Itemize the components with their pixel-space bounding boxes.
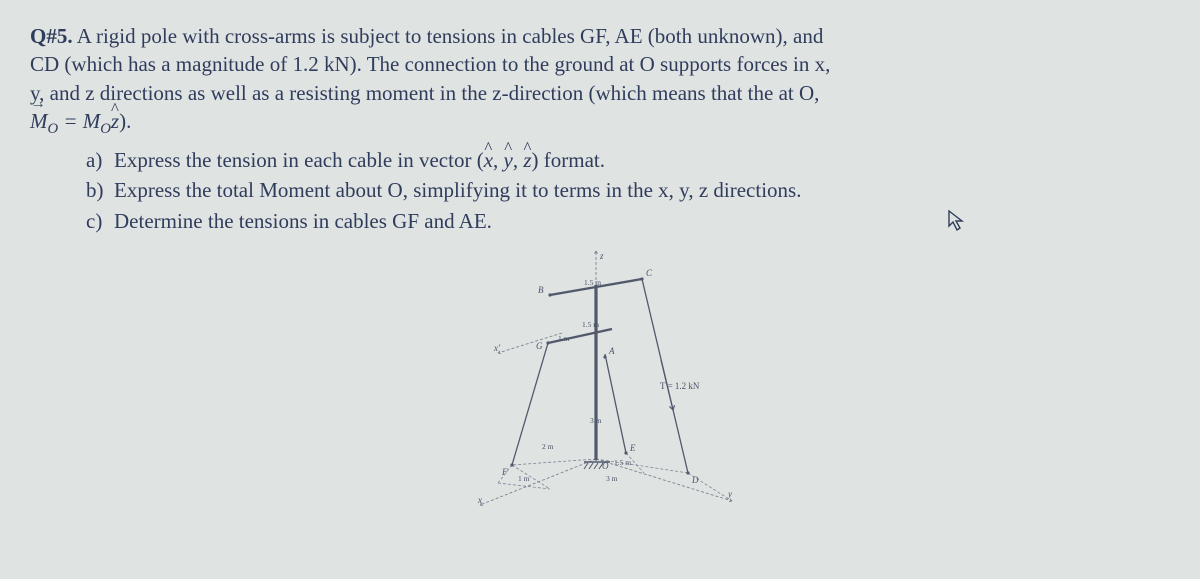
pole-figure: zyxx'T = 1.2 kNOABCGFED1.5 m1.5 m1 m3 m1…	[450, 249, 750, 509]
part-b-text: Express the total Moment about O, simpli…	[114, 176, 801, 204]
svg-text:E: E	[629, 443, 636, 453]
svg-text:1.5 m: 1.5 m	[584, 278, 601, 287]
svg-text:3 m: 3 m	[606, 474, 618, 483]
svg-text:B: B	[538, 285, 544, 295]
svg-text:D: D	[691, 475, 699, 485]
part-c-label: c)	[86, 207, 114, 235]
question-line-1: A rigid pole with cross-arms is subject …	[77, 24, 824, 48]
figure-container: zyxx'T = 1.2 kNOABCGFED1.5 m1.5 m1 m3 m1…	[30, 249, 1170, 509]
svg-text:1 m: 1 m	[558, 334, 570, 343]
svg-text:T = 1.2 kN: T = 1.2 kN	[660, 381, 700, 391]
question-tag: Q#5.	[30, 24, 73, 48]
part-c: c) Determine the tensions in cables GF a…	[86, 207, 1170, 235]
svg-text:1.5 m: 1.5 m	[582, 320, 599, 329]
svg-text:A: A	[608, 346, 615, 356]
svg-text:1 m: 1 m	[518, 474, 530, 483]
svg-text:y: y	[727, 489, 732, 499]
part-c-text: Determine the tensions in cables GF and …	[114, 207, 492, 235]
question-body: Q#5. A rigid pole with cross-arms is sub…	[30, 22, 1170, 140]
moment-equation: MO = MOz	[30, 109, 119, 133]
part-a: a) Express the tension in each cable in …	[86, 146, 1170, 174]
part-a-label: a)	[86, 146, 114, 174]
problem-page: Q#5. A rigid pole with cross-arms is sub…	[0, 0, 1200, 509]
question-line-3: y, and z directions as well as a resisti…	[30, 81, 819, 105]
part-b: b) Express the total Moment about O, sim…	[86, 176, 1170, 204]
svg-text:1.5 m: 1.5 m	[614, 458, 631, 467]
svg-text:x': x'	[493, 343, 501, 353]
part-b-label: b)	[86, 176, 114, 204]
svg-text:z: z	[599, 251, 604, 261]
question-line-2: CD (which has a magnitude of 1.2 kN). Th…	[30, 52, 830, 76]
parts-list: a) Express the tension in each cable in …	[30, 146, 1170, 235]
svg-text:x: x	[477, 495, 482, 505]
part-a-text: Express the tension in each cable in vec…	[114, 146, 605, 174]
svg-text:F: F	[501, 467, 508, 477]
svg-text:C: C	[646, 268, 653, 278]
svg-text:2 m: 2 m	[542, 442, 554, 451]
svg-text:3 m: 3 m	[590, 416, 602, 425]
svg-text:G: G	[536, 341, 543, 351]
